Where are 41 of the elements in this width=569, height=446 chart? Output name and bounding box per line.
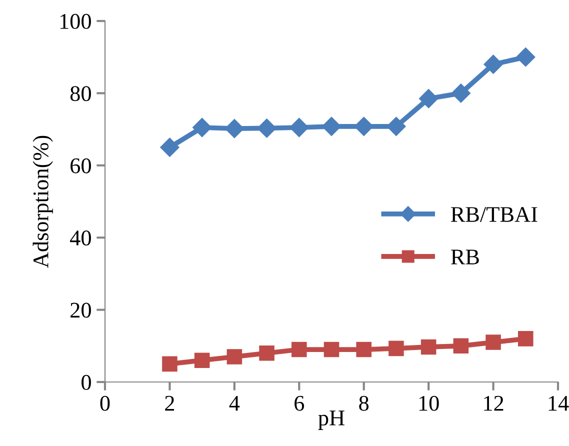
point	[486, 334, 501, 350]
point	[354, 116, 374, 136]
y-tick-label: 100	[60, 14, 91, 29]
point	[356, 342, 372, 358]
point	[420, 339, 436, 355]
x-tick-label: 8	[359, 396, 369, 411]
x-tick-label: 6	[294, 396, 304, 411]
y-tick-label: 0	[82, 374, 91, 390]
y-tick-label: 80	[70, 86, 91, 102]
point	[194, 352, 210, 368]
point	[162, 356, 178, 372]
legend-label: RB/TBAI	[450, 207, 538, 222]
x-axis-title: pH	[318, 410, 344, 430]
y-axis-title: Adsorption(%)	[32, 136, 53, 268]
x-tick-label: 12	[484, 396, 504, 411]
point	[160, 138, 180, 157]
point	[257, 118, 276, 138]
point	[388, 340, 404, 356]
y-tick-label: 20	[70, 302, 91, 318]
x-tick-label: 2	[165, 396, 174, 411]
point	[290, 118, 309, 138]
point	[453, 338, 469, 354]
point	[451, 84, 470, 103]
point	[518, 331, 534, 346]
point	[516, 48, 536, 67]
point	[259, 345, 274, 361]
y-tick-label: 60	[70, 158, 91, 174]
point	[224, 119, 244, 138]
x-tick-label: 10	[419, 396, 439, 411]
point	[324, 342, 340, 358]
x-tick-label: 0	[100, 396, 110, 411]
point	[386, 116, 406, 136]
x-tick-label: 4	[229, 396, 240, 411]
point	[226, 349, 242, 364]
point	[419, 89, 438, 108]
point	[292, 342, 307, 358]
x-tick-label: 14	[548, 396, 569, 411]
point	[192, 118, 212, 138]
legend-label: RB	[450, 250, 479, 264]
point	[484, 54, 503, 74]
y-tick-label: 40	[70, 230, 91, 246]
